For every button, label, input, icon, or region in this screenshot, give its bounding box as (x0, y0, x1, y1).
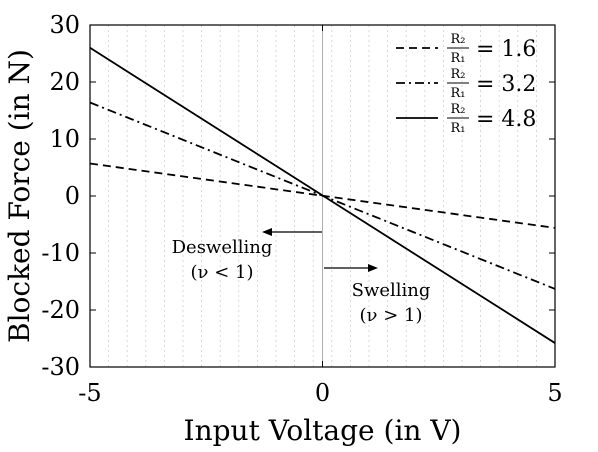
swelling-arrow-head (368, 264, 378, 272)
y-tick-label: -20 (41, 296, 80, 324)
deswelling-label: Deswelling (172, 237, 273, 258)
legend-value: = 3.2 (476, 72, 536, 97)
x-tick-label: -5 (78, 379, 101, 407)
deswelling-condition: (ν < 1) (191, 262, 254, 283)
legend-ratio-denominator: R₁ (451, 121, 466, 136)
y-tick-label: 20 (49, 68, 80, 96)
legend-ratio-numerator: R₂ (451, 67, 466, 82)
grid (108, 25, 537, 367)
y-tick-label: -30 (41, 353, 80, 381)
legend-ratio-numerator: R₂ (451, 32, 466, 47)
swelling-label: Swelling (352, 280, 431, 301)
legend-value: = 1.6 (476, 37, 536, 62)
y-tick-label: 30 (49, 11, 80, 39)
deswelling-arrow-head (262, 228, 272, 236)
legend-ratio-denominator: R₁ (451, 86, 466, 101)
legend-ratio-numerator: R₂ (451, 102, 466, 117)
legend-ratio-denominator: R₁ (451, 51, 466, 66)
annotations: Deswelling (ν < 1) Swelling (ν > 1) (172, 228, 431, 326)
x-tick-label: 0 (315, 379, 330, 407)
legend-value: = 4.8 (476, 107, 536, 132)
series-line-3 (89, 47, 556, 344)
y-tick-label: 0 (65, 182, 80, 210)
x-axis-label: Input Voltage (in V) (184, 414, 462, 447)
x-tick-label: 5 (547, 379, 562, 407)
ticks: 30 20 10 0 -10 -20 -30-5 0 5 (41, 11, 562, 407)
y-axis-label: Blocked Force (in N) (3, 49, 36, 343)
y-tick-label: 10 (49, 125, 80, 153)
y-tick-label: -10 (41, 239, 80, 267)
swelling-condition: (ν > 1) (360, 305, 423, 326)
series-layer (89, 47, 556, 344)
